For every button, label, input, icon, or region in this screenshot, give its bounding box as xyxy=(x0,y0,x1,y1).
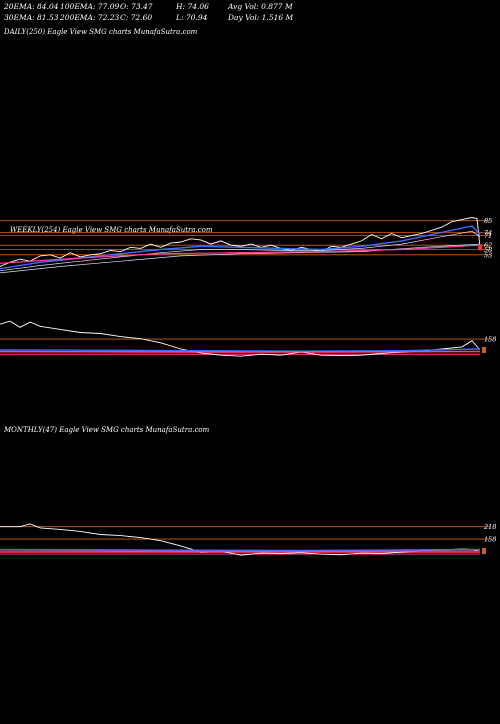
hdr-ema100: 100EMA: 77.09 xyxy=(60,2,119,11)
weekly-tick-label-5: 53 xyxy=(484,251,492,259)
weekly-tick-label-0: 85 xyxy=(484,217,492,225)
hdr-low: L: 70.94 xyxy=(176,13,207,22)
hdr-high: H: 74.06 xyxy=(176,2,209,11)
monthly_indicator-last-marker xyxy=(482,548,486,554)
hdr-ema200: 200EMA: 72.23 xyxy=(60,13,119,22)
weekly_indicator-last-marker xyxy=(482,347,486,353)
weekly_indicator-series-ema_pink xyxy=(0,351,480,352)
monthly_indicator-series-ema_blue xyxy=(0,549,480,550)
hdr-open: O: 73.47 xyxy=(120,2,153,11)
monthly_indicator-tick-label-0: 218 xyxy=(483,523,496,531)
hdr-ema20: 20EMA: 84.04 xyxy=(4,2,59,11)
hdr-close: C: 72.60 xyxy=(120,13,152,22)
weekly-last-candle xyxy=(478,244,482,250)
hdr-ema30: 30EMA: 81.53 xyxy=(4,13,59,22)
hdr-day-vol: Day Vol: 1.516 M xyxy=(228,13,293,22)
weekly-tick-label-2: 71 xyxy=(484,232,492,240)
daily-panel-label: DAILY(250) Eagle View SMG charts MunafaS… xyxy=(4,28,197,36)
monthly-panel-label: MONTHLY(47) Eagle View SMG charts Munafa… xyxy=(4,426,209,434)
weekly_indicator-series-ema_blue xyxy=(0,349,480,351)
weekly_indicator-tick-label-0: 158 xyxy=(484,336,496,344)
weekly-panel-label: WEEKLY(254) Eagle View SMG charts Munafa… xyxy=(10,226,213,234)
monthly_indicator-tick-label-1: 158 xyxy=(484,536,496,544)
hdr-avg-vol: Avg Vol: 0.877 M xyxy=(228,2,293,11)
weekly-series-ema_mid xyxy=(0,231,480,270)
